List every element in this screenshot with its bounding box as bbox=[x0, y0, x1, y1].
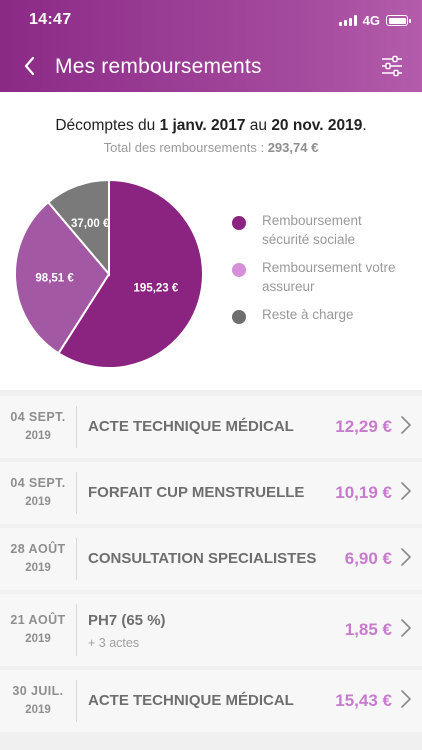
signal-icon bbox=[338, 15, 357, 26]
item-label: ACTE TECHNIQUE MÉDICAL bbox=[88, 692, 294, 709]
item-date-year: 2019 bbox=[25, 704, 51, 716]
item-date-day: 21 AOÛT bbox=[10, 613, 66, 627]
item-date-year: 2019 bbox=[25, 496, 51, 508]
page-title: Mes remboursements bbox=[55, 55, 262, 78]
total-reimbursements: Total des remboursements : 293,74 € bbox=[0, 140, 422, 155]
date-to: 20 nov. 2019 bbox=[271, 117, 363, 134]
status-time: 14:47 bbox=[29, 11, 72, 28]
chevron-right-icon bbox=[401, 690, 411, 708]
pie-label-2: 37,00 € bbox=[71, 218, 110, 230]
reimbursement-pie-chart: 195,23 € 98,51 € 37,00 € bbox=[14, 178, 204, 369]
item-date-day: 28 AOÛT bbox=[10, 542, 66, 556]
list-item[interactable]: 30 JUIL. 2019 ACTE TECHNIQUE MÉDICAL 15,43 … bbox=[0, 670, 422, 732]
legend-item: Remboursement sécurité sociale bbox=[232, 212, 412, 249]
period-suffix: . bbox=[362, 117, 367, 134]
legend-item: Reste à charge bbox=[232, 306, 412, 325]
status-indicators: 4G bbox=[338, 13, 411, 28]
item-label: FORFAIT CUP MENSTRUELLE bbox=[88, 484, 305, 501]
item-date-day: 30 JUIL. bbox=[12, 684, 64, 698]
item-date: 04 SEPT. 2019 bbox=[0, 410, 76, 442]
legend-item: Remboursement votre assureur bbox=[232, 259, 412, 296]
total-label: Total des remboursements : bbox=[103, 140, 268, 155]
chevron-right-icon bbox=[401, 416, 411, 434]
period-summary: Décomptes du 1 janv. 2017 au 20 nov. 201… bbox=[0, 117, 422, 135]
row-divider bbox=[76, 680, 77, 722]
item-date: 28 AOÛT 2019 bbox=[0, 542, 76, 574]
legend-label: Remboursement votre assureur bbox=[262, 259, 396, 296]
item-date-day: 04 SEPT. bbox=[10, 410, 66, 424]
legend-label-line2: sécurité sociale bbox=[262, 231, 356, 247]
list-item[interactable]: 04 SEPT. 2019 FORFAIT CUP MENSTRUELLE 10,19… bbox=[0, 462, 422, 524]
network-label: 4G bbox=[362, 13, 380, 28]
app-header: 14:47 4G Mes remboursements bbox=[0, 0, 422, 92]
item-sublabel: + 3 actes bbox=[88, 636, 140, 650]
sliders-icon bbox=[382, 55, 402, 77]
item-date-year: 2019 bbox=[25, 562, 51, 574]
pie-label-1: 98,51 € bbox=[35, 273, 74, 285]
legend-label-line1: Reste à charge bbox=[262, 307, 354, 322]
item-date: 30 JUIL. 2019 bbox=[0, 684, 76, 716]
item-date: 04 SEPT. 2019 bbox=[0, 476, 76, 508]
item-amount: 6,90 € bbox=[344, 549, 392, 568]
legend-label-line1: Remboursement votre bbox=[262, 260, 396, 275]
pie-slice-2 bbox=[46, 178, 110, 277]
legend-label: Remboursement sécurité sociale bbox=[262, 212, 362, 249]
row-divider bbox=[76, 472, 77, 514]
period-middle: au bbox=[245, 117, 272, 134]
chart-legend: Remboursement sécurité sociale Rembourseme… bbox=[232, 212, 412, 335]
item-amount: 12,29 € bbox=[335, 417, 392, 436]
item-amount: 10,19 € bbox=[335, 483, 392, 502]
item-amount: 15,43 € bbox=[335, 691, 392, 710]
period-prefix: Décomptes du bbox=[55, 117, 160, 134]
item-date-day: 04 SEPT. bbox=[10, 476, 66, 490]
item-label: CONSULTATION SPECIALISTES bbox=[88, 550, 317, 567]
item-label: ACTE TECHNIQUE MÉDICAL bbox=[88, 418, 294, 435]
item-label: PH7 (65 %) bbox=[88, 612, 166, 629]
summary: Décomptes du 1 janv. 2017 au 20 nov. 201… bbox=[0, 117, 422, 155]
reimbursement-list: 04 SEPT. 2019 ACTE TECHNIQUE MÉDICAL 12,29 … bbox=[0, 390, 422, 750]
battery-icon bbox=[386, 15, 411, 26]
pie-slice-1 bbox=[14, 200, 111, 355]
date-from: 1 janv. 2017 bbox=[159, 117, 246, 134]
pie-label-0: 195,23 € bbox=[134, 283, 179, 295]
legend-dot-icon bbox=[232, 263, 246, 277]
legend-dot-icon bbox=[232, 216, 246, 230]
list-item[interactable]: 28 AOÛT 2019 CONSULTATION SPECIALISTES 6,90… bbox=[0, 528, 422, 590]
legend-label-line2: assureur bbox=[262, 278, 315, 294]
item-date-year: 2019 bbox=[25, 633, 51, 645]
item-date: 21 AOÛT 2019 bbox=[0, 613, 76, 645]
pie-slice-0 bbox=[57, 178, 204, 369]
chevron-right-icon bbox=[401, 482, 411, 500]
list-item[interactable]: 21 AOÛT 2019 PH7 (65 %) + 3 actes 1,85 € bbox=[0, 594, 422, 666]
total-value: 293,74 € bbox=[267, 140, 319, 155]
legend-label: Reste à charge bbox=[262, 306, 354, 325]
chevron-right-icon bbox=[401, 548, 411, 566]
list-item[interactable]: 04 SEPT. 2019 ACTE TECHNIQUE MÉDICAL 12,29 … bbox=[0, 396, 422, 458]
item-date-year: 2019 bbox=[25, 430, 51, 442]
item-amount: 1,85 € bbox=[344, 620, 392, 639]
filter-button[interactable] bbox=[380, 54, 404, 78]
legend-dot-icon bbox=[232, 310, 246, 324]
row-divider bbox=[76, 604, 77, 656]
row-divider bbox=[76, 406, 77, 448]
legend-label-line1: Remboursement bbox=[262, 213, 362, 228]
chevron-right-icon bbox=[401, 619, 411, 637]
row-divider bbox=[76, 538, 77, 580]
chevron-left-icon bbox=[24, 56, 35, 76]
back-button[interactable] bbox=[18, 54, 42, 78]
